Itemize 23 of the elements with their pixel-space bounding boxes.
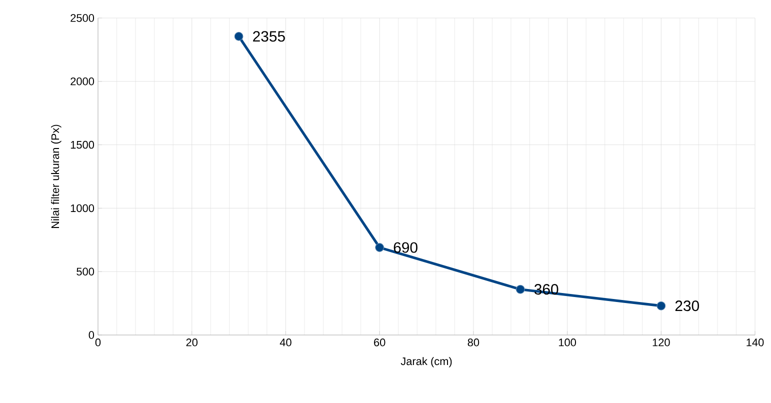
data-label: 230	[675, 300, 700, 312]
x-tick-label: 0	[95, 338, 101, 346]
point	[656, 301, 666, 310]
x-tick-label: 40	[280, 338, 292, 346]
y-tick-label: 2500	[70, 14, 94, 22]
y-tick-label: 1000	[70, 204, 94, 212]
y-tick-label: 2000	[70, 78, 94, 86]
y-tick-label: 0	[88, 331, 94, 339]
data-label: 2355	[253, 31, 285, 42]
x-tick-label: 140	[746, 338, 764, 346]
point	[516, 284, 525, 294]
y-tick-label: 500	[76, 268, 94, 276]
x-tick-label: 120	[652, 338, 670, 346]
x-axis-title: Jarak (cm)	[400, 357, 452, 368]
x-tick-label: 80	[468, 338, 480, 346]
y-axis-title: Nilai filter ukuran (Px)	[51, 124, 62, 228]
data-label: 690	[394, 242, 418, 253]
point	[234, 32, 244, 41]
x-tick-label: 20	[186, 338, 198, 346]
x-tick-label: 60	[374, 338, 386, 346]
point	[375, 243, 384, 252]
y-tick-label: 1500	[70, 140, 94, 149]
x-tick-label: 100	[558, 338, 576, 346]
